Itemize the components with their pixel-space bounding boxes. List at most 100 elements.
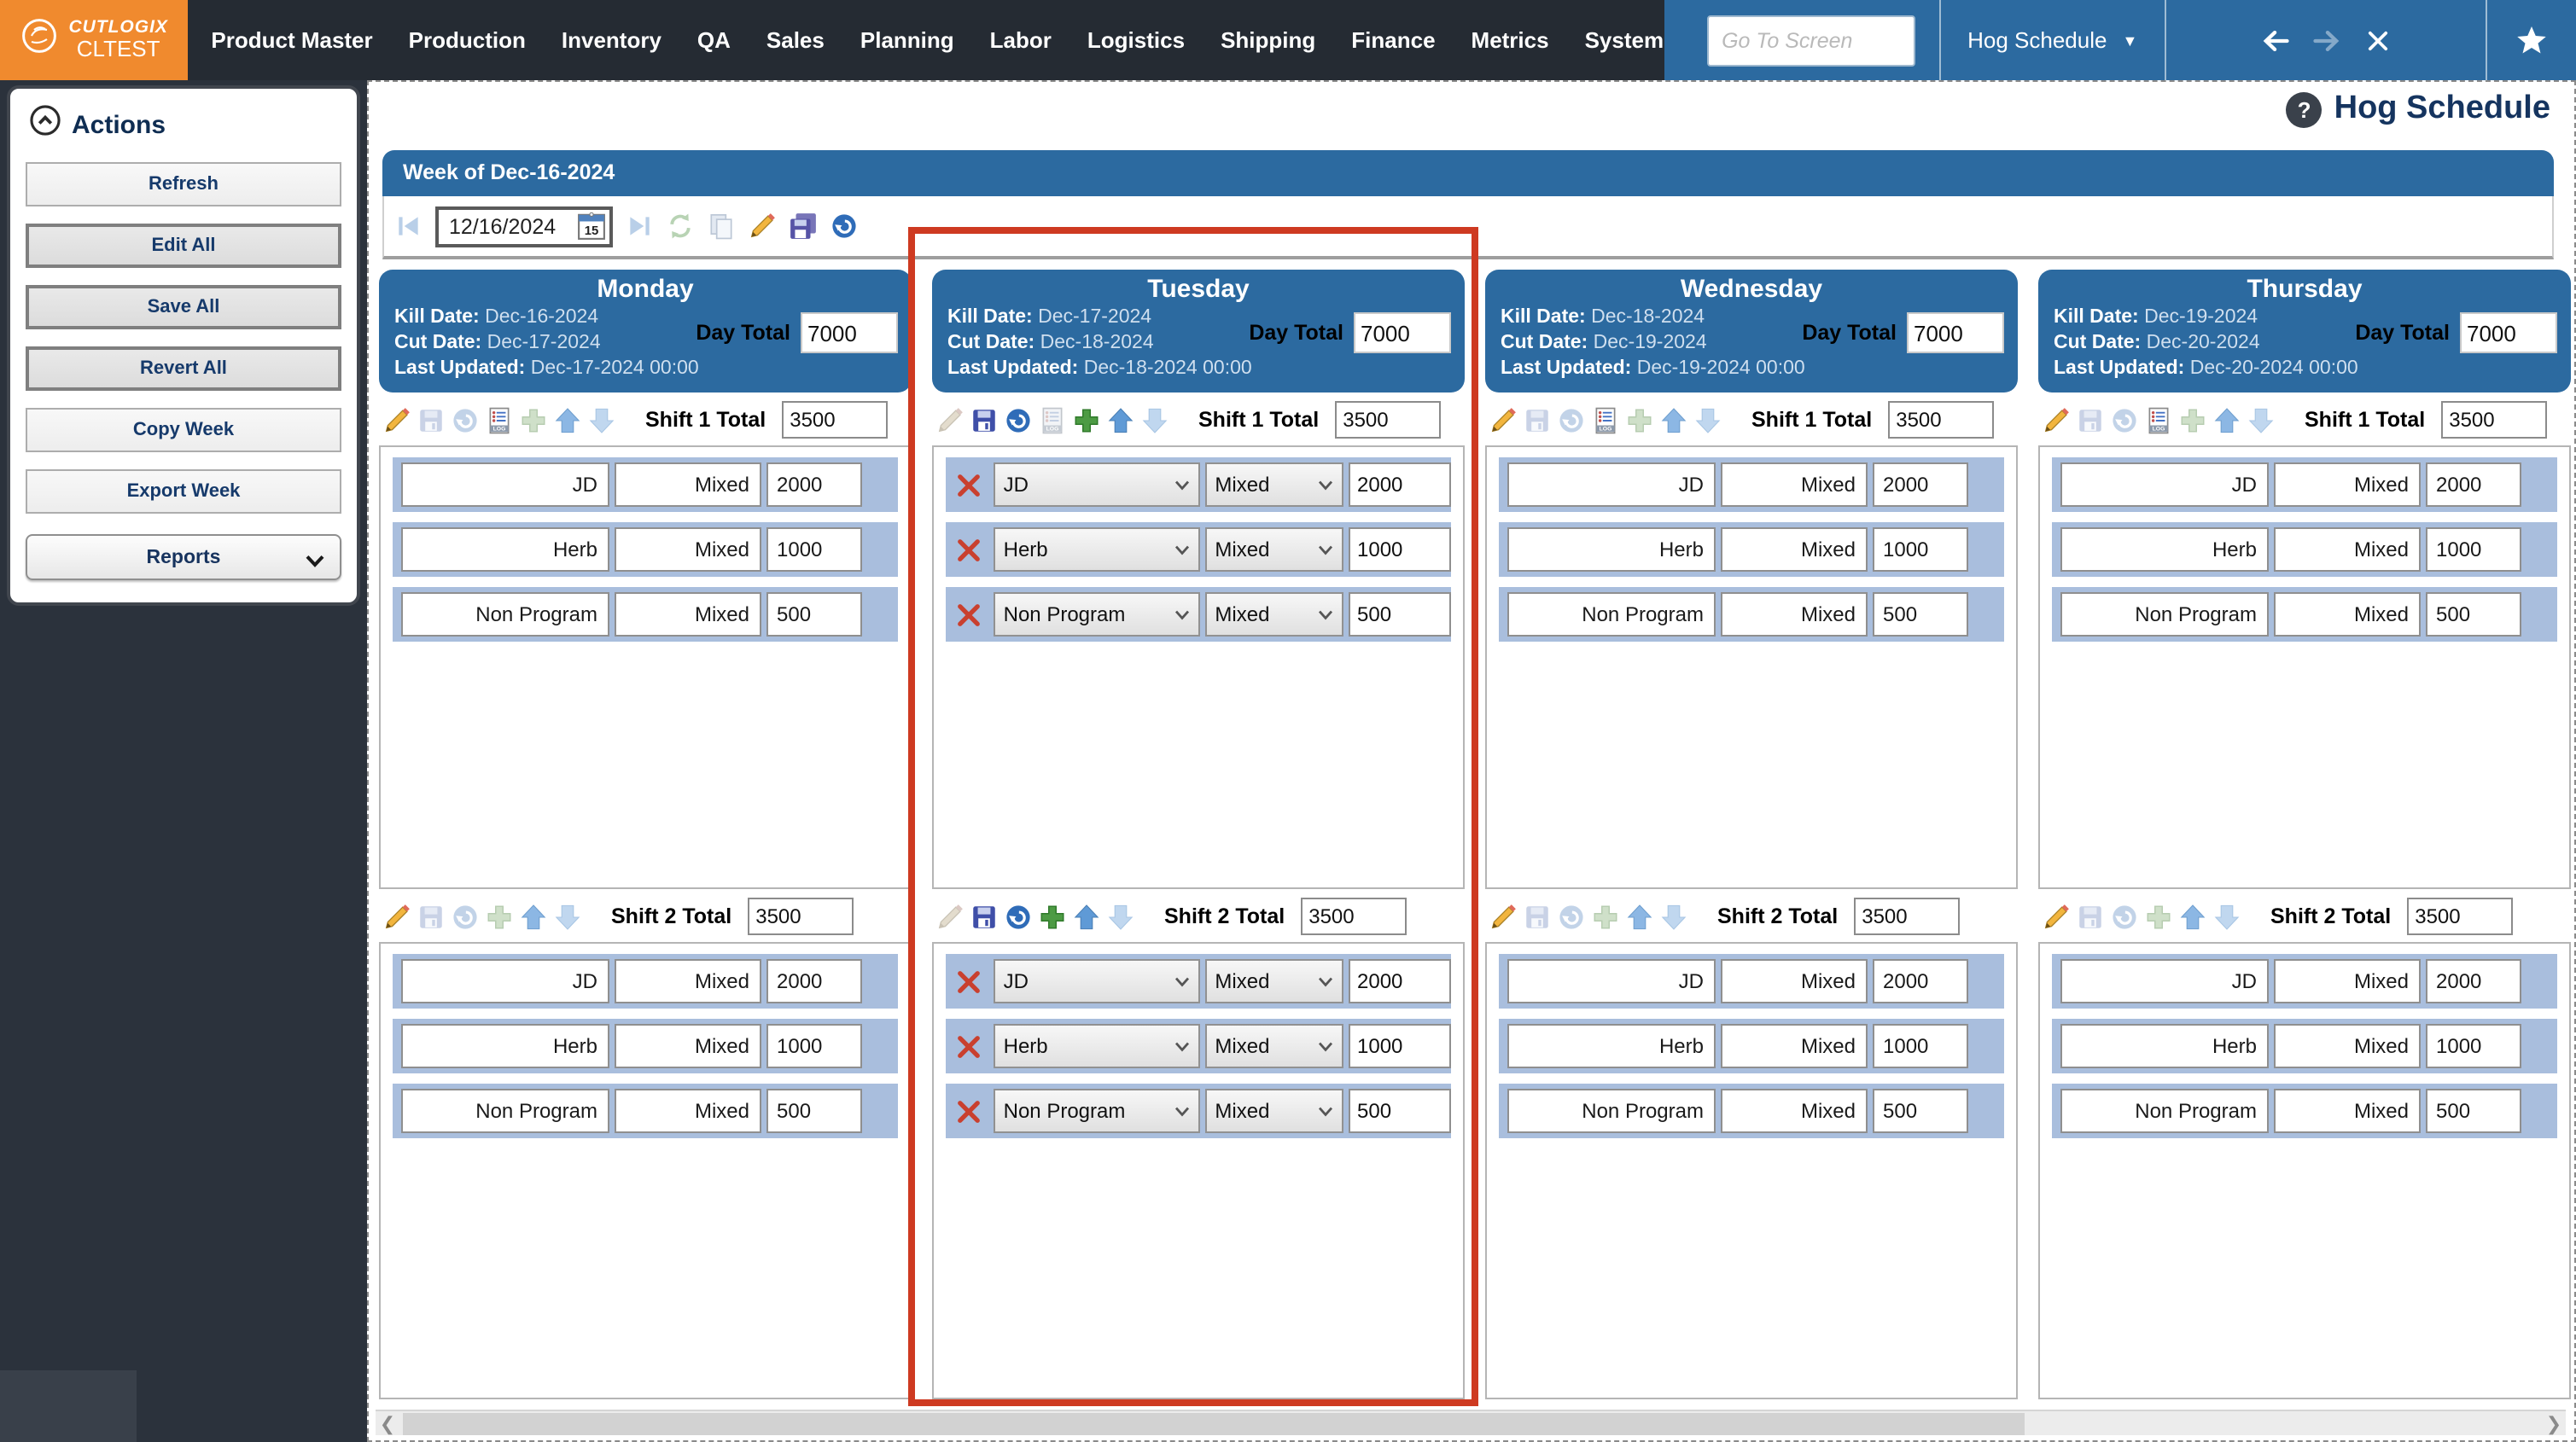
menu-item-logistics[interactable]: Logistics <box>1087 27 1186 53</box>
save-icon[interactable] <box>417 902 446 931</box>
menu-item-sales[interactable]: Sales <box>766 27 825 53</box>
program-select[interactable]: Non Program <box>993 1089 1200 1133</box>
shift-1-total-input[interactable] <box>1334 401 1441 439</box>
revert-icon[interactable] <box>830 212 859 241</box>
menu-item-shipping[interactable]: Shipping <box>1221 27 1316 53</box>
add-icon[interactable] <box>2144 902 2173 931</box>
day-total-input[interactable] <box>801 312 898 353</box>
delete-row-icon[interactable] <box>954 535 985 564</box>
favorite-star-icon[interactable] <box>2487 0 2576 80</box>
forward-icon[interactable] <box>2300 0 2352 80</box>
edit-icon[interactable] <box>935 902 965 931</box>
revert-icon[interactable] <box>1004 405 1033 434</box>
delete-row-icon[interactable] <box>954 1096 985 1125</box>
shift-2-total-input[interactable] <box>747 898 854 935</box>
shift-2-total-input[interactable] <box>1300 898 1407 935</box>
scroll-left-icon[interactable]: ❮ <box>379 1415 396 1435</box>
quantity-input[interactable] <box>1349 1024 1451 1068</box>
program-select[interactable]: JD <box>993 959 1200 1003</box>
revert-icon[interactable] <box>2110 902 2139 931</box>
edit-icon[interactable] <box>382 902 411 931</box>
quantity-input[interactable] <box>1349 959 1451 1003</box>
refresh-icon[interactable] <box>666 212 695 241</box>
save-icon[interactable] <box>417 405 446 434</box>
day-total-input[interactable] <box>1907 312 2004 353</box>
save-icon[interactable] <box>2076 902 2105 931</box>
edit-all-button[interactable]: Edit All <box>26 224 341 268</box>
save-all-icon[interactable] <box>789 212 818 241</box>
move-down-icon[interactable] <box>1693 405 1722 434</box>
move-up-icon[interactable] <box>1106 405 1135 434</box>
day-total-input[interactable] <box>2460 312 2557 353</box>
export-week-button[interactable]: Export Week <box>26 469 341 514</box>
menu-item-metrics[interactable]: Metrics <box>1471 27 1549 53</box>
add-icon[interactable] <box>1625 405 1654 434</box>
log-icon[interactable]: LOG <box>1038 405 1067 434</box>
shift-1-total-input[interactable] <box>2440 401 2547 439</box>
move-down-icon[interactable] <box>1140 405 1169 434</box>
log-icon[interactable]: LOG <box>2144 405 2173 434</box>
reports-dropdown[interactable]: Reports <box>26 534 341 580</box>
shift-1-total-input[interactable] <box>1887 401 1994 439</box>
edit-icon[interactable] <box>748 212 777 241</box>
revert-icon[interactable] <box>1557 405 1586 434</box>
menu-item-labor[interactable]: Labor <box>989 27 1052 53</box>
quantity-input[interactable] <box>1349 527 1451 572</box>
add-icon[interactable] <box>1591 902 1620 931</box>
menu-item-qa[interactable]: QA <box>696 27 731 53</box>
log-icon[interactable]: LOG <box>485 405 514 434</box>
move-down-icon[interactable] <box>2247 405 2276 434</box>
add-icon[interactable] <box>2178 405 2207 434</box>
move-up-icon[interactable] <box>2212 405 2241 434</box>
move-up-icon[interactable] <box>2178 902 2207 931</box>
type-select[interactable]: Mixed <box>1204 959 1343 1003</box>
skip-previous-icon[interactable] <box>394 212 423 241</box>
help-icon[interactable]: ? <box>2286 91 2322 127</box>
skip-next-icon[interactable] <box>625 212 654 241</box>
revert-icon[interactable] <box>451 902 480 931</box>
edit-icon[interactable] <box>2042 405 2071 434</box>
save-icon[interactable] <box>2076 405 2105 434</box>
shift-2-total-input[interactable] <box>1853 898 1960 935</box>
horizontal-scrollbar[interactable]: ❮ ❯ <box>376 1410 2566 1435</box>
delete-row-icon[interactable] <box>954 967 985 996</box>
day-total-input[interactable] <box>1354 312 1451 353</box>
menu-item-system[interactable]: System <box>1584 27 1664 53</box>
delete-row-icon[interactable] <box>954 470 985 499</box>
move-down-icon[interactable] <box>1106 902 1135 931</box>
brand-logo[interactable]: CUTLOGIX CLTEST <box>0 0 188 80</box>
menu-item-production[interactable]: Production <box>408 27 526 53</box>
add-icon[interactable] <box>1038 902 1067 931</box>
program-select[interactable]: JD <box>993 462 1200 507</box>
add-icon[interactable] <box>485 902 514 931</box>
back-icon[interactable] <box>2249 0 2300 80</box>
move-down-icon[interactable] <box>2212 902 2241 931</box>
edit-icon[interactable] <box>382 405 411 434</box>
type-select[interactable]: Mixed <box>1204 527 1343 572</box>
delete-row-icon[interactable] <box>954 600 985 629</box>
move-down-icon[interactable] <box>587 405 616 434</box>
close-icon[interactable] <box>2352 0 2403 80</box>
week-date-field[interactable]: 15 <box>435 206 613 247</box>
revert-icon[interactable] <box>1557 902 1586 931</box>
type-select[interactable]: Mixed <box>1204 462 1343 507</box>
move-up-icon[interactable] <box>1659 405 1688 434</box>
shift-2-total-input[interactable] <box>2406 898 2513 935</box>
scrollbar-thumb[interactable] <box>403 1413 2025 1435</box>
edit-icon[interactable] <box>935 405 965 434</box>
save-icon[interactable] <box>1523 902 1552 931</box>
save-all-button[interactable]: Save All <box>26 285 341 329</box>
delete-row-icon[interactable] <box>954 1032 985 1061</box>
shift-1-total-input[interactable] <box>781 401 888 439</box>
move-down-icon[interactable] <box>553 902 582 931</box>
collapse-panel-icon[interactable] <box>29 104 61 145</box>
add-icon[interactable] <box>519 405 548 434</box>
menu-item-finance[interactable]: Finance <box>1351 27 1436 53</box>
revert-all-button[interactable]: Revert All <box>26 346 341 391</box>
revert-icon[interactable] <box>2110 405 2139 434</box>
type-select[interactable]: Mixed <box>1204 1024 1343 1068</box>
save-icon[interactable] <box>970 902 999 931</box>
program-select[interactable]: Non Program <box>993 592 1200 637</box>
week-date-input[interactable] <box>449 214 565 238</box>
type-select[interactable]: Mixed <box>1204 592 1343 637</box>
